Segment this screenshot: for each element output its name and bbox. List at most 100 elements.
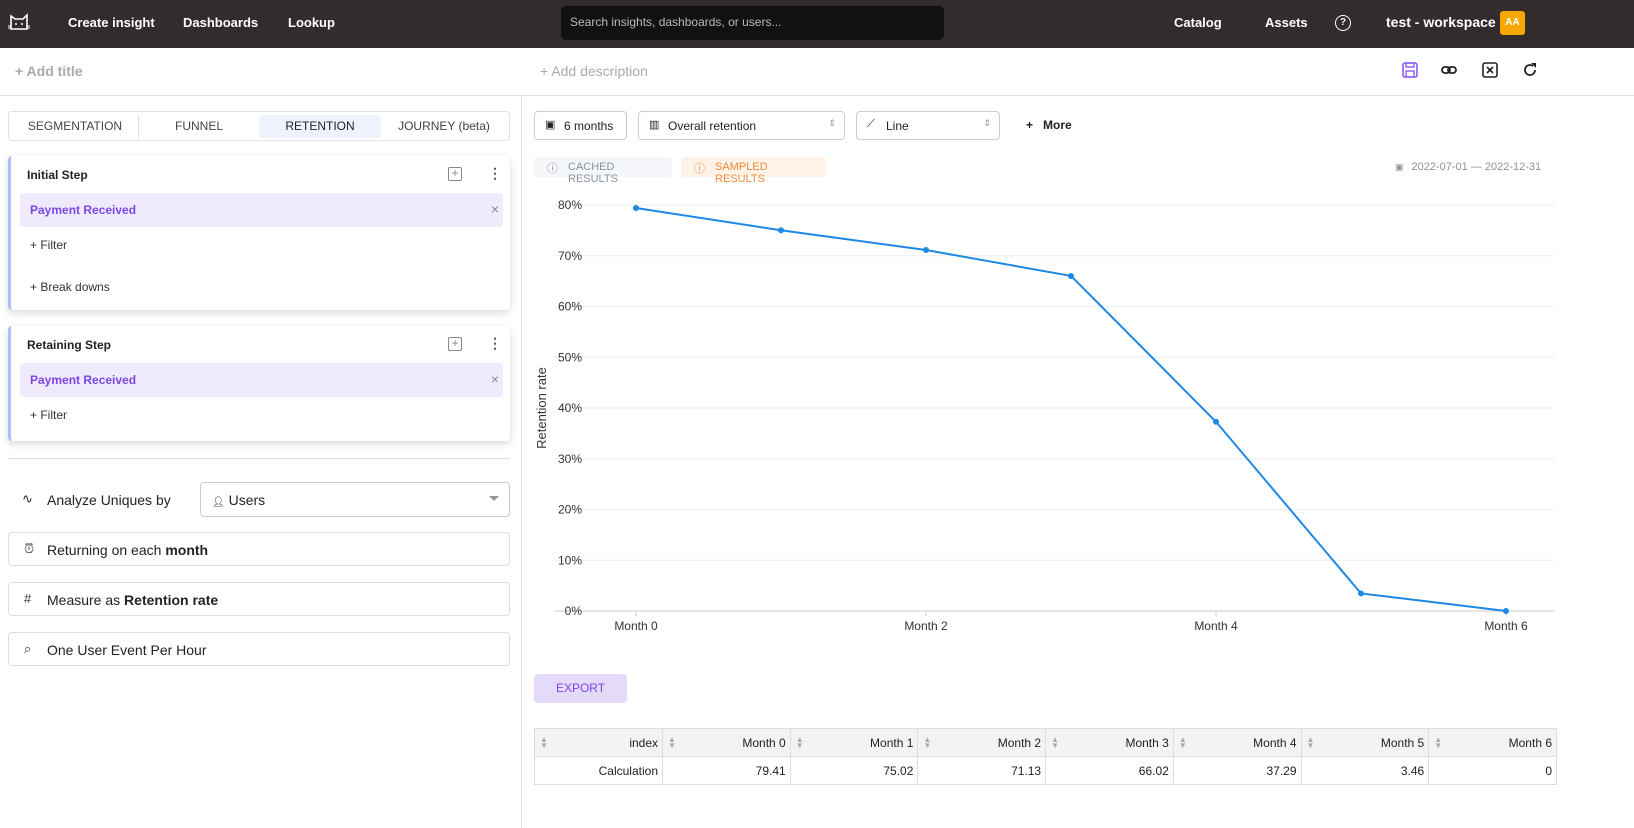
bar-chart-icon: ▥ <box>649 119 660 131</box>
nav-lookup[interactable]: Lookup <box>288 15 335 30</box>
event-per-option[interactable]: ⌕ One User Event Per Hour <box>8 632 510 666</box>
cached-results-badge: ⓘ CACHED RESULTS <box>534 157 672 185</box>
caret-down-icon <box>489 496 499 506</box>
sort-icon[interactable]: ▲ ▼ <box>1306 735 1315 750</box>
remove-event-icon[interactable]: × <box>490 201 499 217</box>
data-point[interactable] <box>778 227 784 234</box>
column-header[interactable]: ▲ ▼ Month 3 <box>1045 728 1174 757</box>
workspace-name[interactable]: test - workspace <box>1386 14 1496 30</box>
y-tick-label: 10% <box>558 553 582 567</box>
avatar[interactable]: AA <box>1500 11 1525 35</box>
tab-retention[interactable]: RETENTION <box>259 115 381 138</box>
add-filter[interactable]: + Filter <box>30 408 68 422</box>
help-icon[interactable]: ? <box>1335 15 1351 31</box>
column-header[interactable]: ▲ ▼ Month 2 <box>917 728 1047 757</box>
remove-event-icon[interactable]: × <box>490 371 499 387</box>
result-date-range: ▣ 2022-07-01 — 2022-12-31 <box>1395 161 1541 173</box>
event-chip[interactable]: Payment Received × <box>20 363 503 397</box>
table-cell: 71.13 <box>917 756 1047 785</box>
save-icon[interactable] <box>1401 61 1419 79</box>
tab-segmentation[interactable]: SEGMENTATION <box>12 115 139 138</box>
search-input[interactable]: Search insights, dashboards, or users... <box>561 6 944 40</box>
data-point[interactable] <box>1358 590 1364 597</box>
column-header[interactable]: ▲ ▼ Month 4 <box>1172 728 1302 757</box>
add-step-icon[interactable]: + <box>448 167 462 181</box>
header-label: Month 6 <box>1508 735 1552 750</box>
y-tick-label: 70% <box>558 249 582 263</box>
info-icon: ⓘ <box>694 163 705 175</box>
table-cell: 0 <box>1428 756 1557 785</box>
column-header[interactable]: ▲ ▼ Month 5 <box>1300 728 1430 757</box>
results-table: ▲ ▼ index ▲ ▼ Month 0 ▲ ▼ Month 1 ▲ ▼ Month 2 ▲ ▼ Mont… <box>534 728 1557 785</box>
y-tick-label: 80% <box>558 198 582 212</box>
returning-period-option[interactable]: ⏰︎ Returning on each month <box>8 532 510 566</box>
column-header[interactable]: ▲ ▼ Month 1 <box>789 728 919 757</box>
data-point[interactable] <box>1213 418 1219 425</box>
returning-period: month <box>165 542 209 558</box>
table-cell: 66.02 <box>1045 756 1174 785</box>
user-icon: 👤︎ <box>212 497 225 508</box>
link-icon[interactable] <box>1440 61 1458 79</box>
more-options-icon[interactable]: ⋮ <box>488 335 502 351</box>
more-options-icon[interactable]: ⋮ <box>488 165 502 181</box>
data-point[interactable] <box>633 204 639 211</box>
logo-cat-icon[interactable] <box>8 12 30 34</box>
sort-icon[interactable]: ▲ ▼ <box>923 735 932 750</box>
header-label: Month 1 <box>870 735 914 750</box>
nav-dashboards[interactable]: Dashboards <box>183 15 259 30</box>
sort-icon[interactable]: ▲ ▼ <box>1434 735 1443 750</box>
add-filter[interactable]: + Filter <box>30 238 68 252</box>
refresh-icon[interactable] <box>1521 61 1539 79</box>
nav-catalog[interactable]: Catalog <box>1174 15 1222 30</box>
plus-icon: + <box>1026 118 1034 132</box>
chart-type-select[interactable]: ⟋ Line ⇕ <box>856 111 1000 140</box>
date-range-button[interactable]: ▣ 6 months <box>534 111 627 140</box>
sampled-label: SAMPLED RESULTS <box>715 161 768 185</box>
data-point[interactable] <box>1503 608 1509 614</box>
column-header[interactable]: ▲ ▼ Month 6 <box>1428 728 1557 757</box>
zoom-out-icon: ⌕ <box>24 641 32 656</box>
sort-icon[interactable]: ▲ ▼ <box>540 735 548 750</box>
table-row: Calculation 79.41 75.02 71.13 66.02 37.29 3.46… <box>534 756 1557 785</box>
calendar-icon: ▣ <box>1395 162 1404 172</box>
nav-create-insight[interactable]: Create insight <box>68 15 155 30</box>
sort-icon[interactable]: ▲ ▼ <box>1051 735 1060 750</box>
measure-option[interactable]: # Measure as Retention rate <box>8 582 510 616</box>
header-label: index <box>629 735 658 750</box>
add-step-icon[interactable]: + <box>448 337 462 351</box>
tab-journey[interactable]: JOURNEY (beta) <box>398 119 490 133</box>
header-label: Month 0 <box>742 735 786 750</box>
alarm-clock-icon: ⏰︎ <box>24 541 35 556</box>
x-tick-label: Month 4 <box>1194 619 1238 633</box>
hash-icon: # <box>24 591 32 606</box>
chart-type-label: Line <box>886 119 909 133</box>
add-breakdowns[interactable]: + Break downs <box>30 280 110 294</box>
close-insight-icon[interactable] <box>1481 61 1499 79</box>
tab-funnel[interactable]: FUNNEL <box>174 119 223 133</box>
initial-step-title: Initial Step <box>27 168 88 182</box>
x-tick-label: Month 0 <box>614 619 658 633</box>
export-button[interactable]: EXPORT <box>534 674 627 703</box>
header-label: Month 3 <box>1125 735 1169 750</box>
pulse-icon: ∿ <box>22 491 33 506</box>
view-select[interactable]: ▥ Overall retention ⇕ <box>638 111 845 140</box>
add-title[interactable]: + Add title <box>15 63 83 79</box>
date-range-text: 2022-07-01 — 2022-12-31 <box>1411 161 1542 173</box>
data-point[interactable] <box>1068 272 1074 279</box>
data-point[interactable] <box>923 247 929 254</box>
nav-assets[interactable]: Assets <box>1265 15 1308 30</box>
analyze-uniques-select[interactable]: 👤︎ Users <box>200 482 510 517</box>
y-tick-label: 50% <box>558 350 582 364</box>
header-label: Month 4 <box>1253 735 1297 750</box>
divider <box>8 458 510 459</box>
sort-icon[interactable]: ▲ ▼ <box>668 735 676 750</box>
event-chip[interactable]: Payment Received × <box>20 193 503 227</box>
sort-icon[interactable]: ▲ ▼ <box>1178 735 1187 750</box>
table-cell: 79.41 <box>662 756 791 785</box>
column-header[interactable]: ▲ ▼ index <box>534 728 663 757</box>
add-description[interactable]: + Add description <box>540 63 648 79</box>
sort-icon[interactable]: ▲ ▼ <box>795 735 804 750</box>
more-button[interactable]: + More <box>1026 118 1072 132</box>
date-range-label: 6 months <box>564 119 614 133</box>
column-header[interactable]: ▲ ▼ Month 0 <box>662 728 791 757</box>
